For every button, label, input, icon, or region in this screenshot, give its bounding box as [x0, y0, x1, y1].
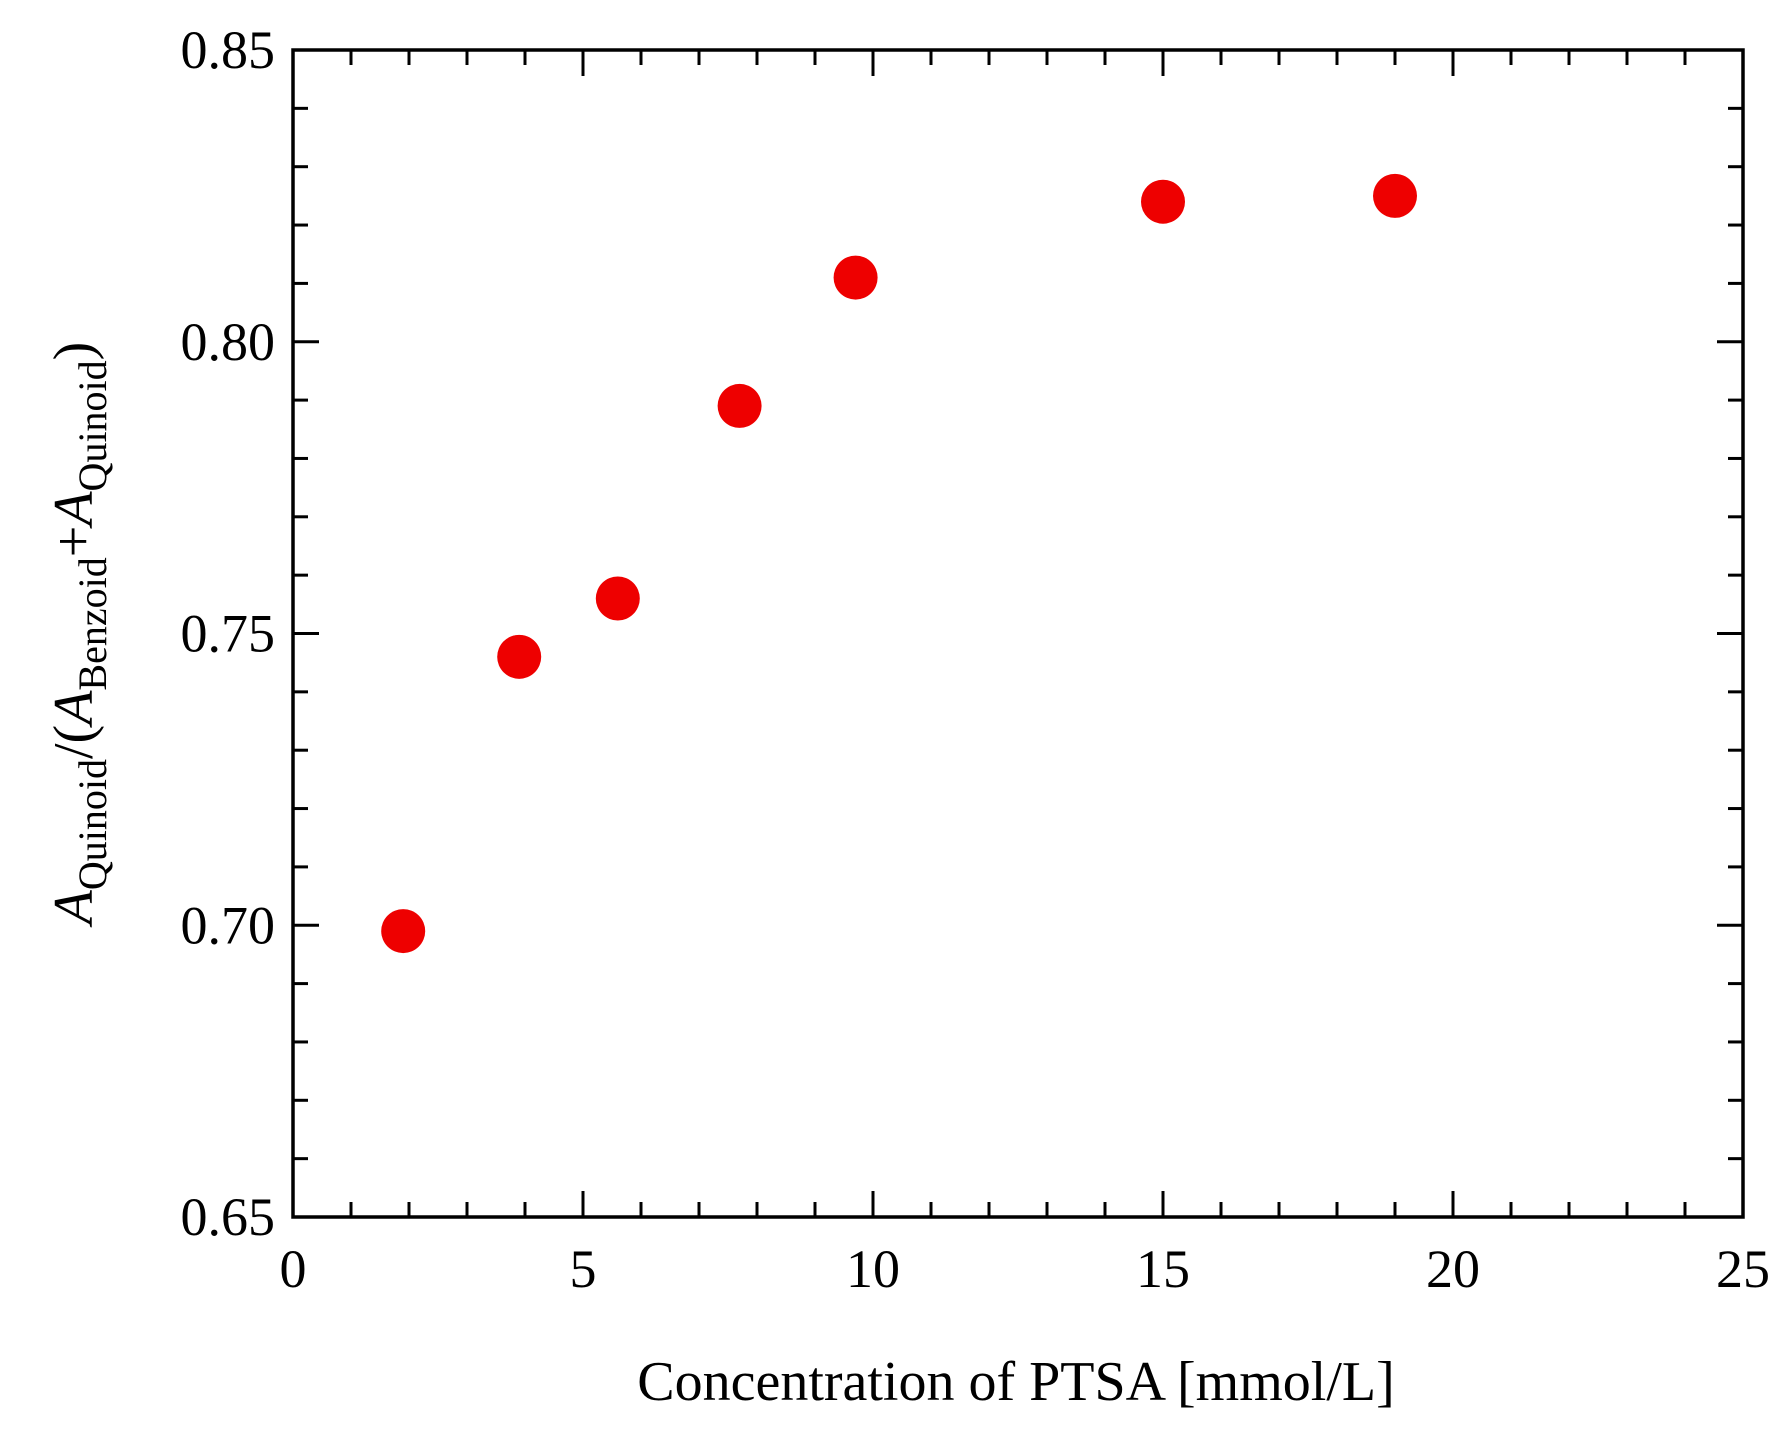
y-tick-label: 0.70	[181, 895, 276, 955]
axis-ticks	[291, 48, 1745, 1219]
data-points	[381, 173, 1417, 954]
x-tick-label: 5	[570, 1239, 597, 1299]
y-axis-title: AQuinoid/(ABenzoid+AQuinoid)	[43, 342, 115, 929]
axis-tick-labels: 0 5 10 15 20 25 0.65 0.70 0.75 0.80 0.85	[181, 20, 1771, 1299]
y-tick-label: 0.85	[181, 20, 276, 80]
y-tick-label: 0.75	[181, 604, 276, 664]
x-tick-label: 0	[280, 1239, 307, 1299]
y-tick-label: 0.80	[181, 312, 276, 372]
x-axis-title: Concentration of PTSA [mmol/L]	[637, 1351, 1394, 1413]
data-point	[595, 576, 640, 621]
x-tick-label: 20	[1426, 1239, 1480, 1299]
data-point	[717, 383, 762, 428]
x-tick-label: 15	[1136, 1239, 1190, 1299]
plot-frame	[291, 48, 1745, 1219]
y-tick-label: 0.65	[181, 1187, 276, 1247]
data-point	[833, 255, 878, 300]
data-point	[1141, 179, 1185, 224]
data-point	[1373, 173, 1417, 218]
data-point	[497, 634, 542, 679]
x-tick-label: 10	[846, 1239, 900, 1299]
data-point	[381, 909, 426, 954]
x-tick-label: 25	[1716, 1239, 1770, 1299]
